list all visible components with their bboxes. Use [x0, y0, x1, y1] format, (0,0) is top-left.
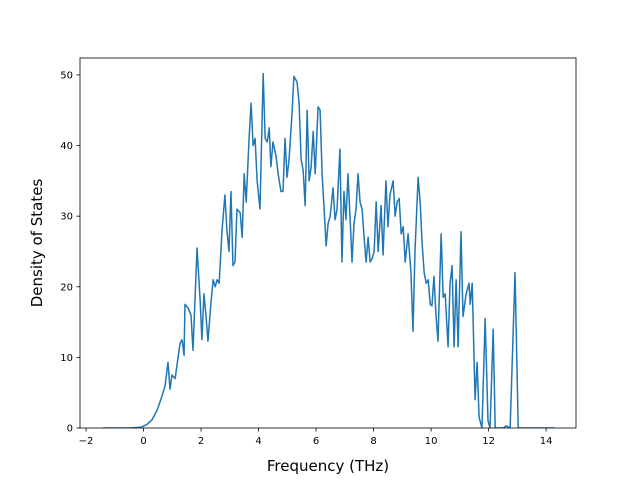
y-tick-label: 40 [60, 141, 73, 152]
x-tick-label: 14 [540, 436, 553, 447]
y-tick-label: 30 [60, 212, 73, 223]
x-tick-label: 10 [425, 436, 438, 447]
y-axis-label: Density of States [28, 179, 46, 308]
y-tick-label: 50 [60, 70, 73, 81]
x-axis-label: Frequency (THz) [267, 457, 389, 475]
y-tick-label: 0 [67, 424, 73, 435]
line-series [103, 72, 555, 428]
x-tick-label: −2 [79, 436, 94, 447]
x-tick-label: 8 [370, 436, 376, 447]
x-tick-label: 2 [198, 436, 204, 447]
x-tick-label: 4 [255, 436, 261, 447]
x-tick-label: 6 [313, 436, 319, 447]
x-tick-label: 0 [140, 436, 146, 447]
x-tick-label: 12 [482, 436, 495, 447]
y-tick-label: 10 [60, 353, 73, 364]
y-tick-label: 20 [60, 282, 73, 293]
plot-frame [79, 57, 577, 429]
